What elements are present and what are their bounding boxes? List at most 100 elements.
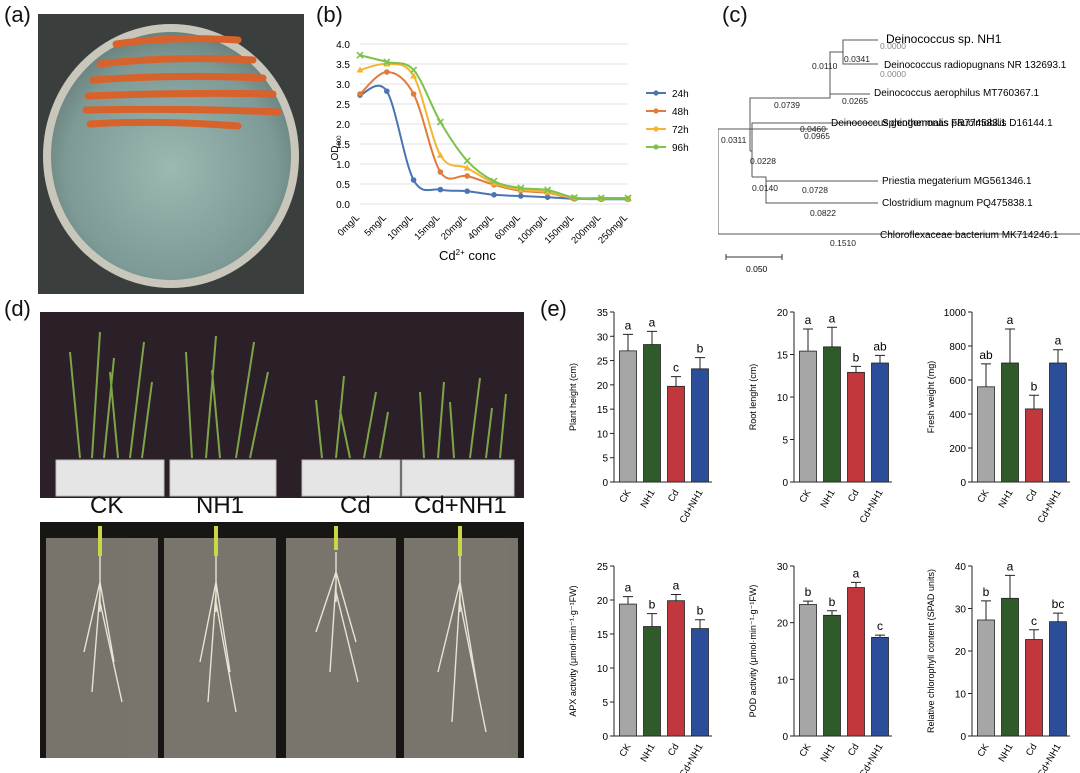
panel-label-d: (d) xyxy=(4,296,31,321)
branch-length-sphingo: 0.0965 xyxy=(804,131,830,141)
line-chart-x-tick: 15mg/L xyxy=(412,212,442,242)
y-tick-label: 20 xyxy=(597,596,609,607)
x-tick-label: NH1 xyxy=(639,488,658,510)
significance-letter: c xyxy=(1031,614,1037,628)
x-tick-label: NH1 xyxy=(997,742,1016,764)
error-bar-CK xyxy=(623,596,633,605)
significance-letter: b xyxy=(829,595,836,609)
x-tick-label: CK xyxy=(975,741,991,759)
tree-scale-bar xyxy=(725,254,783,260)
significance-letter: b xyxy=(983,585,990,599)
line-chart-series xyxy=(356,51,632,202)
data-point-48h xyxy=(410,91,417,97)
line-chart-y-tick: 0.5 xyxy=(336,180,350,191)
y-tick-label: 400 xyxy=(949,410,966,421)
x-tick-label: NH1 xyxy=(819,742,838,764)
bar-Cd xyxy=(1025,408,1043,483)
bar-CK xyxy=(977,386,995,483)
line-chart-xlabel: Cd2+ conc xyxy=(439,248,496,263)
panel-label-c: (c) xyxy=(722,2,748,27)
panel-label-b: (b) xyxy=(316,2,343,27)
data-point-96h xyxy=(517,184,525,192)
bar-subplot-0: 0 5 10 15 20 25 30 35 Plant height (cm) a CK a NH1 c C… xyxy=(568,308,712,525)
x-tick-label: Cd+NH1 xyxy=(858,742,886,773)
legend-label-24h: 24h xyxy=(672,89,689,100)
y-tick-label: 800 xyxy=(949,342,966,353)
x-tick-label: CK xyxy=(617,487,633,505)
legend-marker-96h xyxy=(653,144,659,150)
bar-Cd xyxy=(847,371,865,483)
significance-letter: a xyxy=(1055,334,1062,348)
error-bar-Cd+NH1 xyxy=(1053,612,1063,622)
significance-letter: c xyxy=(877,619,883,633)
y-tick-label: 10 xyxy=(777,393,789,404)
bar-Cd+NH1 xyxy=(1049,621,1067,737)
y-tick-label: 15 xyxy=(777,351,789,362)
y-tick-label: 0 xyxy=(602,732,608,743)
data-point-24h xyxy=(491,192,497,198)
significance-letter: b xyxy=(1031,379,1038,393)
significance-letter: bc xyxy=(1052,597,1065,611)
error-bar-Cd xyxy=(1029,629,1039,640)
line-chart-y-tick: 1.0 xyxy=(336,160,350,171)
line-chart-y-tick: 3.0 xyxy=(336,80,350,91)
branch-length-n-sph-bac: 0.0228 xyxy=(750,156,776,166)
bar-NH1 xyxy=(643,626,661,737)
y-tick-label: 10 xyxy=(955,690,967,701)
significance-letter: b xyxy=(805,585,812,599)
error-bar-CK xyxy=(981,363,991,387)
data-point-24h xyxy=(437,186,444,193)
legend-marker-24h xyxy=(653,90,659,96)
bar-CK xyxy=(619,603,637,737)
line-chart-y-tick: 3.5 xyxy=(336,60,350,71)
x-tick-label: CK xyxy=(797,487,813,505)
data-point-96h xyxy=(356,51,364,59)
bar-CK xyxy=(799,604,817,737)
legend-label-48h: 48h xyxy=(672,107,689,118)
y-tick-label: 15 xyxy=(597,630,609,641)
data-point-96h xyxy=(597,194,605,202)
data-point-24h xyxy=(464,188,470,194)
y-tick-label: 5 xyxy=(602,454,608,465)
significance-letter: b xyxy=(697,342,704,356)
y-axis-label: Plant height (cm) xyxy=(568,363,578,431)
data-point-48h xyxy=(437,169,444,175)
error-bar-Cd+NH1 xyxy=(875,634,885,638)
significance-letter: a xyxy=(625,318,632,332)
data-point-96h xyxy=(490,177,498,185)
physiology-bar-charts: 0 5 10 15 20 25 30 35 Plant height (cm) a CK a NH1 c C… xyxy=(568,308,1070,773)
x-tick-label: NH1 xyxy=(639,742,658,764)
taxon-label-2: Deinococcus aerophilus MT760367.1 xyxy=(874,88,1040,99)
line-chart-y-tick: 4.0 xyxy=(336,40,350,51)
bar-Cd xyxy=(847,587,865,737)
error-bar-Cd+NH1 xyxy=(875,354,885,363)
branch-length-geothermalis: 0.0460 xyxy=(800,124,826,134)
x-tick-label: Cd+NH1 xyxy=(1036,742,1064,773)
data-point-96h xyxy=(463,157,471,165)
significance-letter: b xyxy=(649,598,656,612)
line-chart-y-tick: 0.0 xyxy=(336,200,350,211)
line-chart-x-tick: 20mg/L xyxy=(439,212,469,242)
data-point-24h xyxy=(518,193,524,199)
bar-NH1 xyxy=(1001,597,1019,737)
branch-length-chloroflexaceae: 0.1510 xyxy=(830,238,856,248)
y-tick-label: 15 xyxy=(597,405,609,416)
x-tick-label: Cd xyxy=(1024,488,1040,504)
bar-Cd xyxy=(667,385,685,483)
branch-length-clostridium: 0.0822 xyxy=(810,208,836,218)
x-tick-label: CK xyxy=(797,741,813,759)
data-point-96h xyxy=(570,194,578,202)
legend-label-72h: 72h xyxy=(672,125,689,136)
tree-branches xyxy=(718,39,1080,235)
data-point-96h xyxy=(383,58,391,66)
error-bar-NH1 xyxy=(827,326,837,347)
error-bar-NH1 xyxy=(647,330,657,345)
y-axis-label: Relative chlorophyll content (SPAD units… xyxy=(926,569,936,733)
taxon-label-6: Clostridium magnum PQ475838.1 xyxy=(882,198,1033,209)
data-point-48h xyxy=(464,173,470,179)
branch-length-n-ingroup: 0.0311 xyxy=(721,135,747,145)
rice-seedling-photo xyxy=(40,312,524,758)
bar-Cd+NH1 xyxy=(871,636,889,737)
petri-dish-photo xyxy=(38,14,304,294)
error-bar-Cd xyxy=(851,581,861,588)
